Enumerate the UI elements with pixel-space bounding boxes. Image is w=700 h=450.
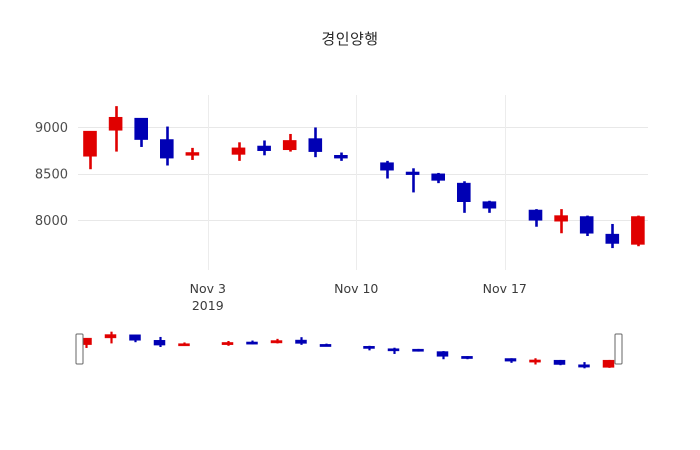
mini-candlestick xyxy=(270,338,283,344)
candlestick[interactable] xyxy=(83,130,97,170)
mini-candle-body xyxy=(436,351,449,357)
mini-candle-body xyxy=(178,343,190,347)
candlestick[interactable] xyxy=(134,117,148,147)
y-tick-label: 8500 xyxy=(35,167,68,182)
mini-candle-body xyxy=(221,342,234,345)
candle-body xyxy=(231,147,246,155)
mini-candle-body xyxy=(129,334,141,341)
mini-candle-body xyxy=(578,364,590,368)
candlestick[interactable] xyxy=(108,106,123,152)
range-slider[interactable] xyxy=(72,324,625,380)
mini-candlestick xyxy=(319,343,332,347)
mini-candle-body xyxy=(104,334,117,339)
candle-layer[interactable] xyxy=(83,106,645,249)
range-slider-handle-right[interactable] xyxy=(614,333,623,365)
mini-candle-body xyxy=(387,348,400,352)
mini-candle-body xyxy=(602,359,615,368)
candle-body xyxy=(83,130,97,157)
candlestick[interactable] xyxy=(334,152,348,161)
candlestick[interactable] xyxy=(185,147,200,160)
candle-body xyxy=(185,152,200,156)
candle-body xyxy=(160,139,174,159)
mini-candlestick xyxy=(153,336,166,348)
candle-body xyxy=(631,216,645,245)
candle-body xyxy=(282,140,297,151)
mini-candle-body xyxy=(529,359,541,363)
candle-body xyxy=(456,182,471,202)
candle-body xyxy=(528,209,543,221)
chart-title: 경인양행 xyxy=(321,30,379,48)
candle-body xyxy=(257,145,271,151)
mini-candlestick xyxy=(363,345,375,351)
candlestick[interactable] xyxy=(554,209,568,234)
candle-body xyxy=(334,155,348,159)
mini-candle-body xyxy=(504,358,517,362)
mini-candlestick xyxy=(529,358,541,365)
mini-candle-body xyxy=(270,340,283,344)
grid-layer xyxy=(78,95,648,270)
candlestick[interactable] xyxy=(579,215,594,237)
x-tick-label-year: 2019 xyxy=(192,298,224,313)
mini-candlestick xyxy=(178,342,190,347)
candle-body xyxy=(431,173,446,181)
mini-candlestick xyxy=(461,356,473,360)
candlestick[interactable] xyxy=(282,133,297,152)
mini-candlestick xyxy=(602,359,615,368)
candlestick[interactable] xyxy=(528,209,543,227)
candle-body xyxy=(554,215,568,222)
mini-candle-body xyxy=(553,359,566,365)
candle-body xyxy=(134,117,148,140)
candlestick[interactable] xyxy=(160,126,174,166)
range-slider-track[interactable] xyxy=(72,324,625,380)
mini-candle-body xyxy=(319,344,332,347)
mini-candle-body xyxy=(153,340,166,346)
mini-candlestick xyxy=(412,348,424,352)
x-axis-ticks: Nov 3 2019 Nov 10 Nov 17 xyxy=(190,281,527,313)
range-slider-handle-left[interactable] xyxy=(75,333,84,365)
candlestick[interactable] xyxy=(380,160,394,179)
candlestick[interactable] xyxy=(605,223,620,249)
mini-candlestick xyxy=(436,351,449,360)
candlestick[interactable] xyxy=(456,181,471,213)
mini-candlestick xyxy=(578,362,590,369)
mini-candle-body xyxy=(412,348,424,352)
mini-candlestick xyxy=(387,347,400,354)
x-tick-label: Nov 10 xyxy=(334,281,378,296)
mini-candle-body xyxy=(295,339,307,344)
mini-candlestick xyxy=(553,359,566,366)
mini-candlestick xyxy=(295,337,307,345)
y-axis-ticks: 9000 8500 8000 xyxy=(35,121,68,229)
candle-body xyxy=(405,171,420,175)
y-tick-label: 8000 xyxy=(35,214,68,229)
mini-candle-body xyxy=(363,346,375,349)
candlestick[interactable] xyxy=(231,142,246,161)
candle-body xyxy=(579,216,594,234)
y-tick-label: 9000 xyxy=(35,121,68,136)
candlestick[interactable] xyxy=(431,172,446,184)
x-tick-label: Nov 3 xyxy=(190,281,226,296)
mini-candlestick xyxy=(221,341,234,346)
candle-body xyxy=(108,116,123,131)
mini-candlestick xyxy=(129,334,141,343)
candle-body xyxy=(380,162,394,171)
x-tick-label: Nov 17 xyxy=(483,281,527,296)
mini-candlestick xyxy=(104,331,117,344)
mini-candlestick xyxy=(246,340,258,345)
candlestick[interactable] xyxy=(405,168,420,193)
candlestick[interactable] xyxy=(482,200,497,213)
candlestick[interactable] xyxy=(308,127,323,158)
mini-candle-body xyxy=(246,341,258,345)
candle-body xyxy=(308,138,323,152)
candlestick[interactable] xyxy=(257,140,271,156)
candlestick[interactable] xyxy=(631,215,645,247)
candle-body xyxy=(482,201,497,209)
mini-candle-body xyxy=(461,356,473,359)
mini-candlestick xyxy=(504,358,517,363)
candle-body xyxy=(605,233,620,244)
